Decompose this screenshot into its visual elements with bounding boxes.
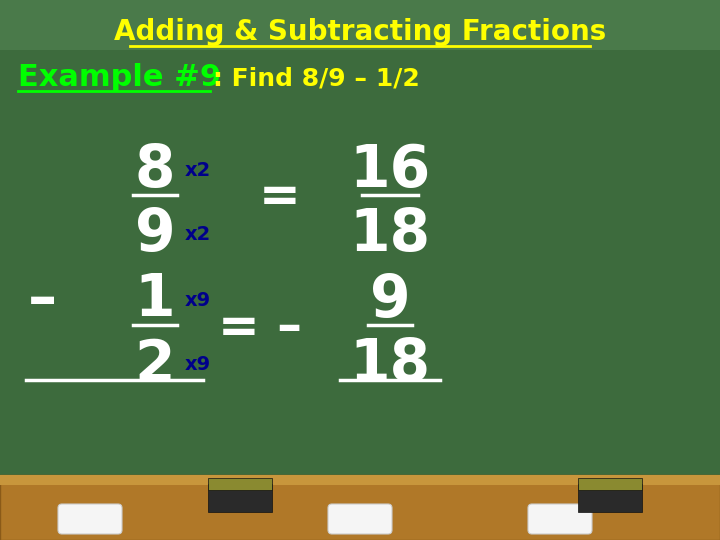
Text: 9: 9: [369, 272, 410, 328]
Text: 16: 16: [349, 141, 431, 199]
Bar: [578, 484, 642, 512]
Text: x9: x9: [185, 291, 211, 309]
FancyBboxPatch shape: [58, 504, 122, 534]
FancyBboxPatch shape: [328, 504, 392, 534]
Text: 9: 9: [135, 206, 175, 264]
Bar: [0, 475, 720, 540]
Text: x9: x9: [185, 355, 211, 375]
Text: 18: 18: [349, 206, 431, 264]
Text: = –: = –: [218, 303, 302, 352]
FancyBboxPatch shape: [528, 504, 592, 534]
Text: : Find 8/9 – 1/2: : Find 8/9 – 1/2: [213, 66, 420, 90]
Text: 18: 18: [349, 336, 431, 394]
Text: x2: x2: [185, 226, 211, 245]
Text: 2: 2: [135, 336, 175, 394]
Bar: [0, 50, 720, 480]
Text: Example #9: Example #9: [18, 64, 221, 92]
Text: –: –: [28, 272, 57, 328]
Text: x2: x2: [185, 160, 211, 179]
Bar: [0, 475, 720, 485]
Bar: [208, 478, 272, 490]
Text: =: =: [259, 173, 301, 221]
Bar: [578, 478, 642, 490]
Text: 8: 8: [135, 141, 175, 199]
Text: Adding & Subtracting Fractions: Adding & Subtracting Fractions: [114, 18, 606, 46]
Bar: [208, 484, 272, 512]
Text: 1: 1: [135, 272, 175, 328]
